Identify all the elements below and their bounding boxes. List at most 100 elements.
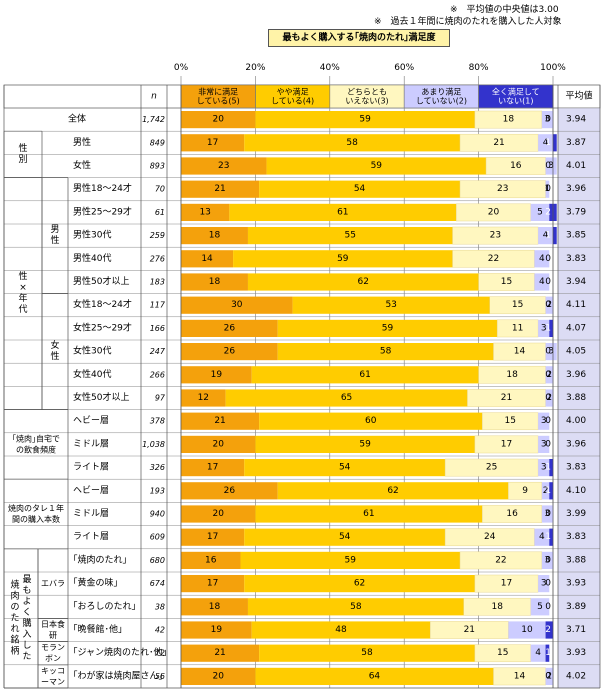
row-label: ｢晩餐館･他｣ <box>73 623 123 635</box>
bar-segment <box>181 319 278 337</box>
bar-data-label: 17 <box>207 532 218 542</box>
bar-data-label: 21 <box>493 138 504 148</box>
bar-data-label: 3 <box>545 555 551 565</box>
avg-value: 3.99 <box>566 509 586 519</box>
row-label: ｢おろしのたれ｣ <box>73 601 136 612</box>
group-label: ボン <box>45 654 61 663</box>
bar-data-label: 17 <box>207 463 218 473</box>
row-label: ｢黄金の味｣ <box>73 577 118 589</box>
avg-value: 3.96 <box>566 184 586 194</box>
row-label: 女性18～24才 <box>73 298 132 310</box>
bar-data-label: 1 <box>545 486 551 496</box>
bar-data-label: 3 <box>545 509 551 519</box>
avg-cell <box>558 502 600 526</box>
bar-segment <box>255 505 483 523</box>
bar-segment <box>181 482 278 500</box>
bar-data-label: 25 <box>486 463 497 473</box>
bar-data-label: 21 <box>214 184 225 194</box>
avg-value: 3.83 <box>566 463 586 473</box>
row-label: 女性25～29才 <box>73 321 132 333</box>
bar-data-label: 17 <box>501 579 512 589</box>
avg-cell <box>558 293 600 317</box>
bar-segment <box>181 667 256 685</box>
bar-data-label: 0 <box>545 671 551 681</box>
bar-segment <box>255 435 475 453</box>
bar-segment <box>538 134 553 152</box>
bar-data-label: 60 <box>365 416 377 426</box>
bar-segment <box>181 134 245 152</box>
group-label: れ <box>10 623 19 634</box>
bar-data-label: 0 <box>545 602 551 612</box>
bar-data-label: 2 <box>545 625 551 635</box>
group-label: キッコ <box>41 666 65 675</box>
bar-data-label: 16 <box>205 555 217 565</box>
group-label: 性 <box>18 270 27 282</box>
group-label: 入 <box>22 629 31 640</box>
bar-data-label: 54 <box>339 532 351 542</box>
bar-data-label: 61 <box>363 509 374 519</box>
row-label: 男性30代 <box>73 229 111 241</box>
bar-segment <box>538 435 550 453</box>
bar-segment <box>251 621 431 639</box>
legend-label: 全く満足して <box>492 87 540 97</box>
group-label: 間の購入本数 <box>12 514 60 524</box>
row-label: 男性50才以上 <box>73 275 129 287</box>
avg-cell <box>558 340 600 364</box>
n-value: 378 <box>150 417 165 426</box>
avg-value: 3.83 <box>566 532 586 542</box>
bar-segment <box>240 551 460 569</box>
bar-segment <box>545 644 550 662</box>
avg-value: 3.94 <box>566 115 586 125</box>
avg-value: 4.00 <box>566 416 586 426</box>
bar-data-label: 15 <box>504 416 515 426</box>
avg-value: 3.87 <box>566 138 586 148</box>
bar-data-label: 19 <box>211 625 223 635</box>
avg-value: 4.10 <box>566 486 586 496</box>
bar-data-label: 18 <box>491 602 503 612</box>
bar-segment <box>181 575 245 593</box>
bar-segment <box>225 389 468 407</box>
row-label: 全体 <box>68 113 86 125</box>
bar-data-label: 0 <box>545 184 551 194</box>
row-label: ｢焼肉のたれ｣ <box>73 553 127 565</box>
avg-value: 3.79 <box>566 207 586 217</box>
bar-segment <box>545 296 553 314</box>
bar-data-label: 20 <box>488 207 500 217</box>
bar-segment <box>553 134 557 152</box>
group-label: ｢焼肉｣自宅で <box>12 433 60 443</box>
bar-segment <box>259 412 483 430</box>
avg-cell <box>558 224 600 248</box>
bar-segment <box>545 157 557 175</box>
bar-data-label: 14 <box>514 671 526 681</box>
bar-data-label: 2 <box>546 300 552 310</box>
n-value: 38 <box>155 602 165 611</box>
bar-data-label: 0 <box>545 370 551 380</box>
bar-segment <box>530 203 550 221</box>
bar-segment <box>181 296 293 314</box>
row-label: 女性50才以上 <box>73 391 129 403</box>
bar-data-label: 24 <box>484 532 496 542</box>
bar-segment <box>545 366 553 384</box>
bar-segment <box>534 273 550 291</box>
avg-value: 3.83 <box>566 254 586 264</box>
legend-label: いえない(3) <box>345 97 388 106</box>
n-value: 97 <box>155 394 166 403</box>
group-label: の飲食頻度 <box>16 444 56 454</box>
group-label: た <box>22 651 31 662</box>
bar-data-label: 3 <box>548 161 554 171</box>
avg-cell <box>558 572 600 596</box>
row-label: 女性 <box>73 159 91 171</box>
row-label: ヘビー層 <box>73 415 109 426</box>
legend-label: している(5) <box>197 97 240 106</box>
bar-segment <box>545 667 553 685</box>
avg-cell <box>558 316 600 340</box>
bar-data-label: 59 <box>382 323 394 333</box>
bar-segment <box>277 482 509 500</box>
bar-data-label: 64 <box>369 671 381 681</box>
bar-segment <box>181 273 248 291</box>
group-label: ーマン <box>41 677 65 686</box>
avg-value: 3.96 <box>566 439 586 449</box>
group-label: 代 <box>18 304 27 315</box>
bar-data-label: 22 <box>495 555 506 565</box>
bar-data-label: 65 <box>341 393 352 403</box>
